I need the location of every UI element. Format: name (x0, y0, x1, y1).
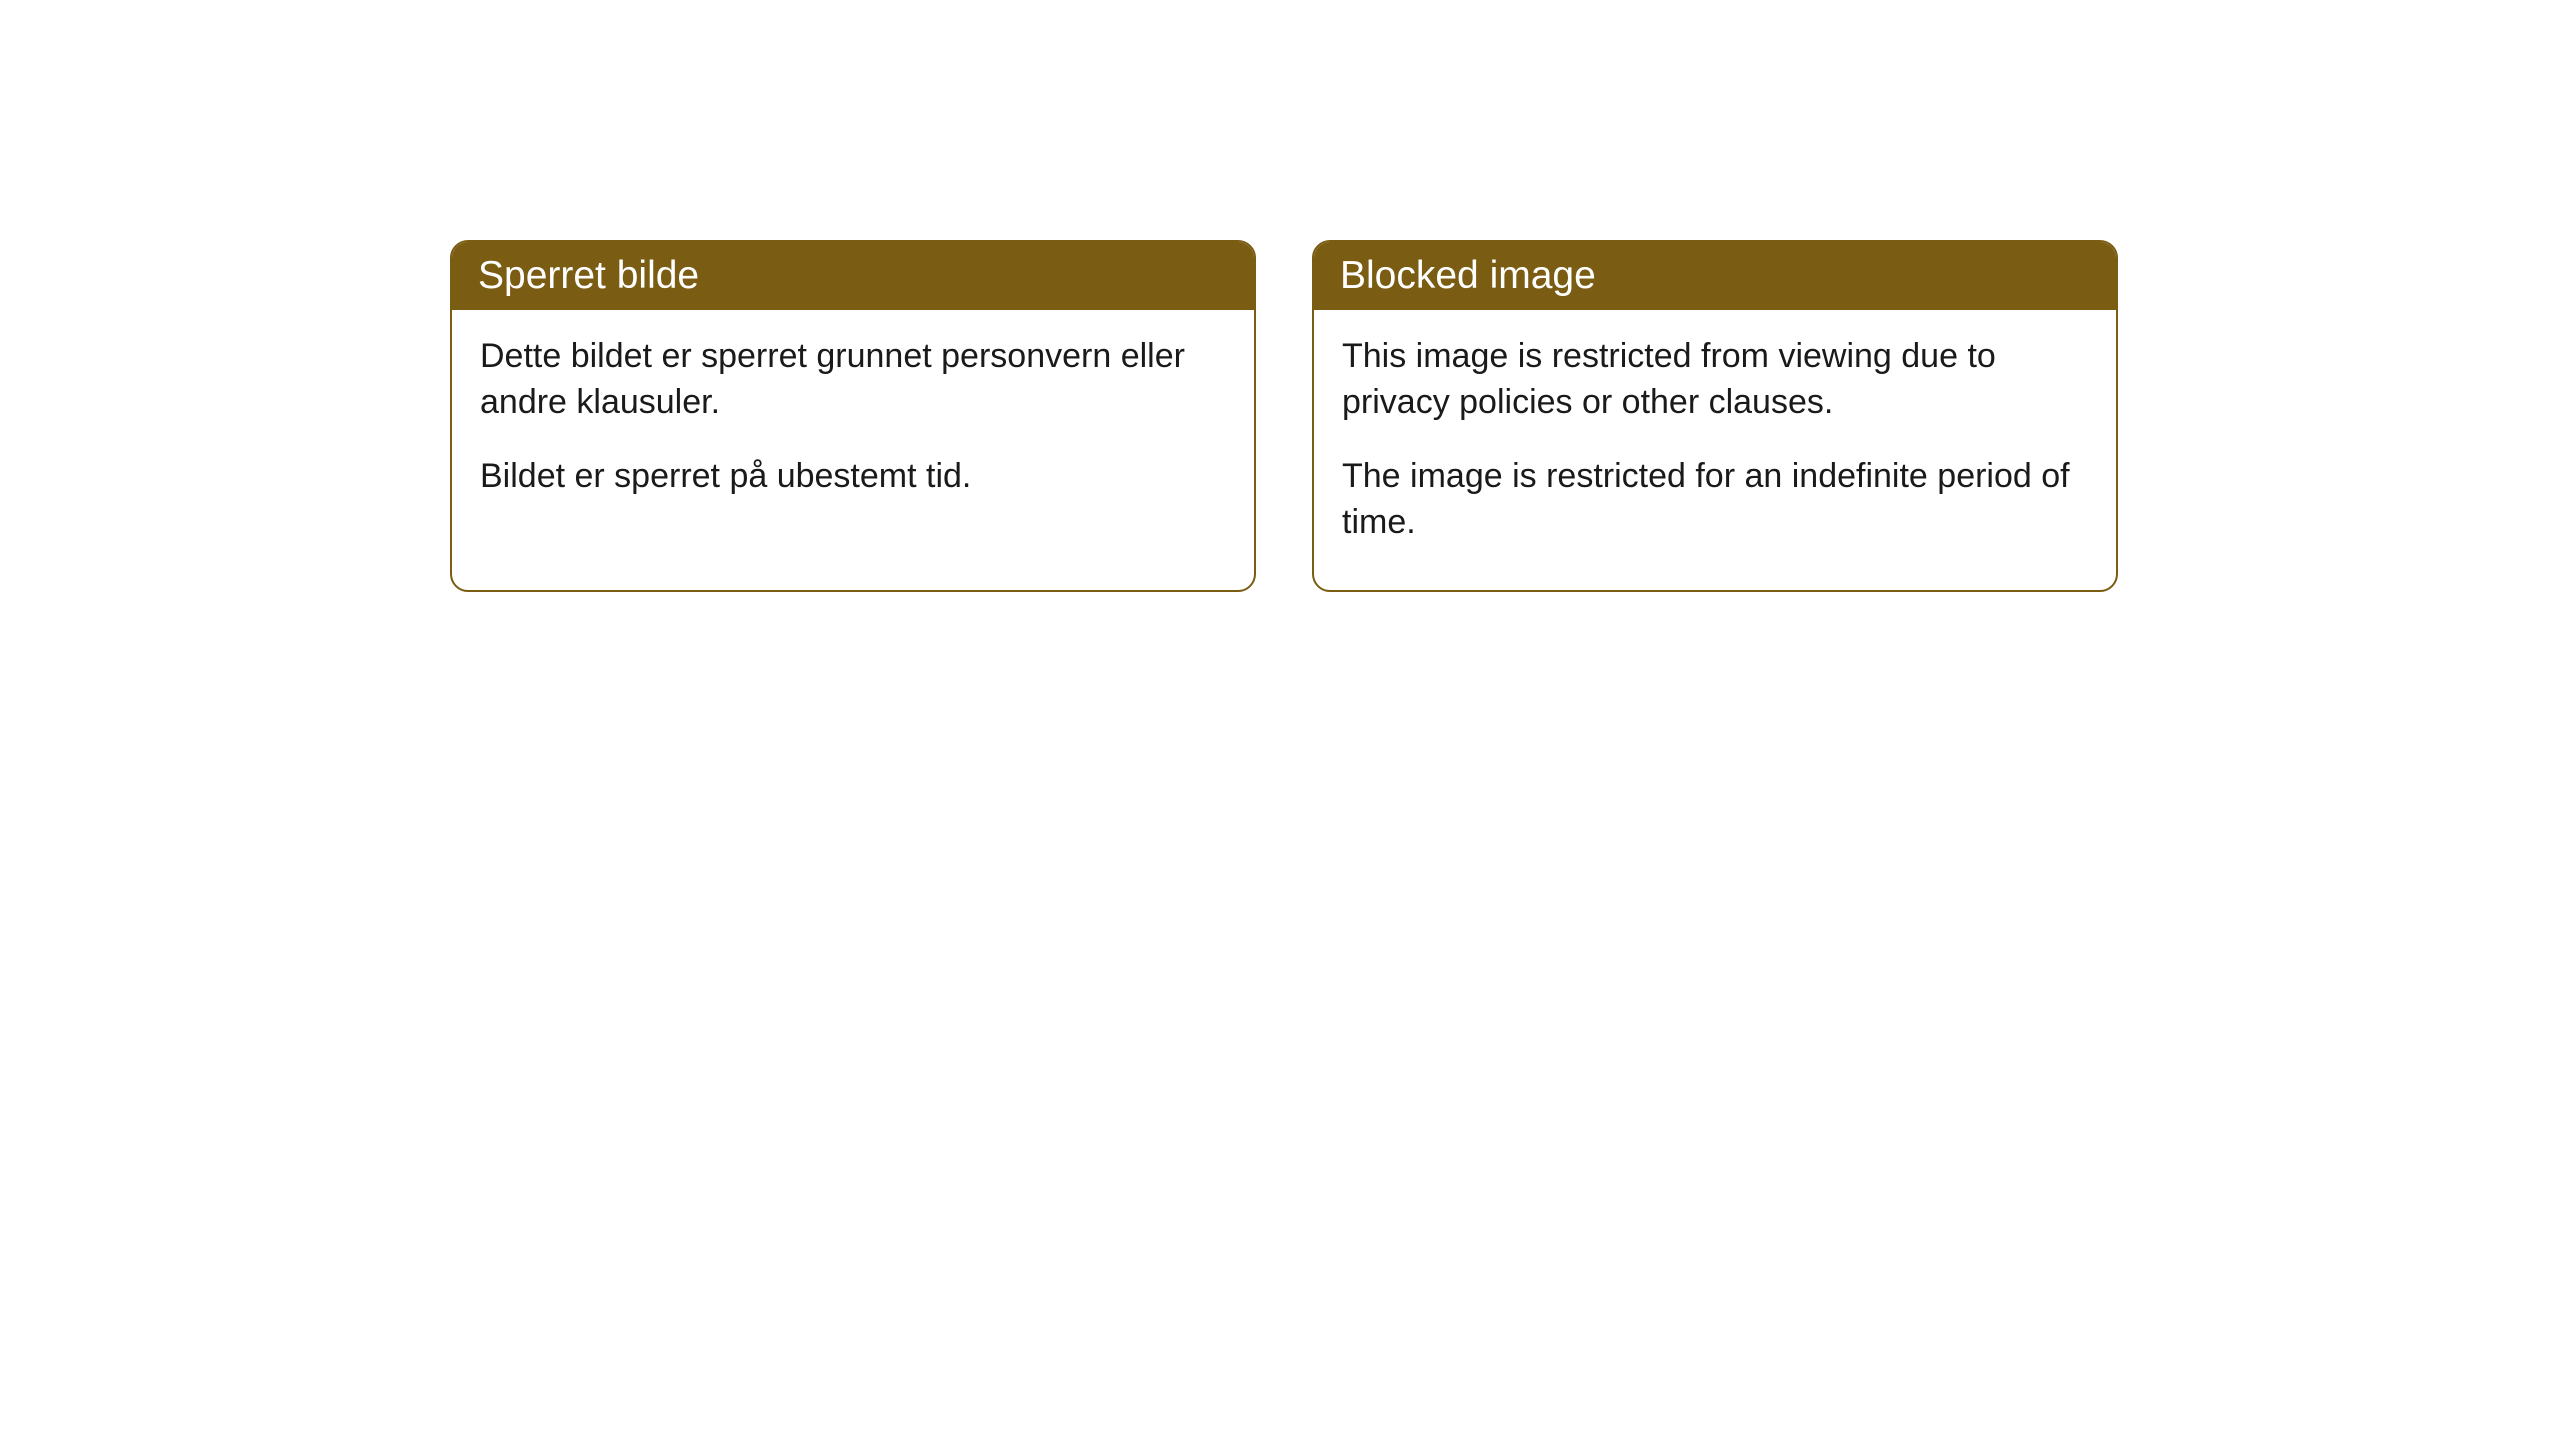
notice-card-norwegian: Sperret bilde Dette bildet er sperret gr… (450, 240, 1256, 592)
notice-paragraph-2: The image is restricted for an indefinit… (1342, 454, 2088, 546)
notice-paragraph-1: Dette bildet er sperret grunnet personve… (480, 334, 1226, 426)
notice-body: This image is restricted from viewing du… (1314, 310, 2116, 590)
notice-card-english: Blocked image This image is restricted f… (1312, 240, 2118, 592)
notice-header: Blocked image (1314, 242, 2116, 310)
notice-paragraph-1: This image is restricted from viewing du… (1342, 334, 2088, 426)
notice-paragraph-2: Bildet er sperret på ubestemt tid. (480, 454, 1226, 500)
notice-title: Blocked image (1340, 254, 1596, 297)
notice-body: Dette bildet er sperret grunnet personve… (452, 310, 1254, 544)
notice-header: Sperret bilde (452, 242, 1254, 310)
notice-container: Sperret bilde Dette bildet er sperret gr… (0, 0, 2560, 592)
notice-title: Sperret bilde (478, 254, 699, 297)
